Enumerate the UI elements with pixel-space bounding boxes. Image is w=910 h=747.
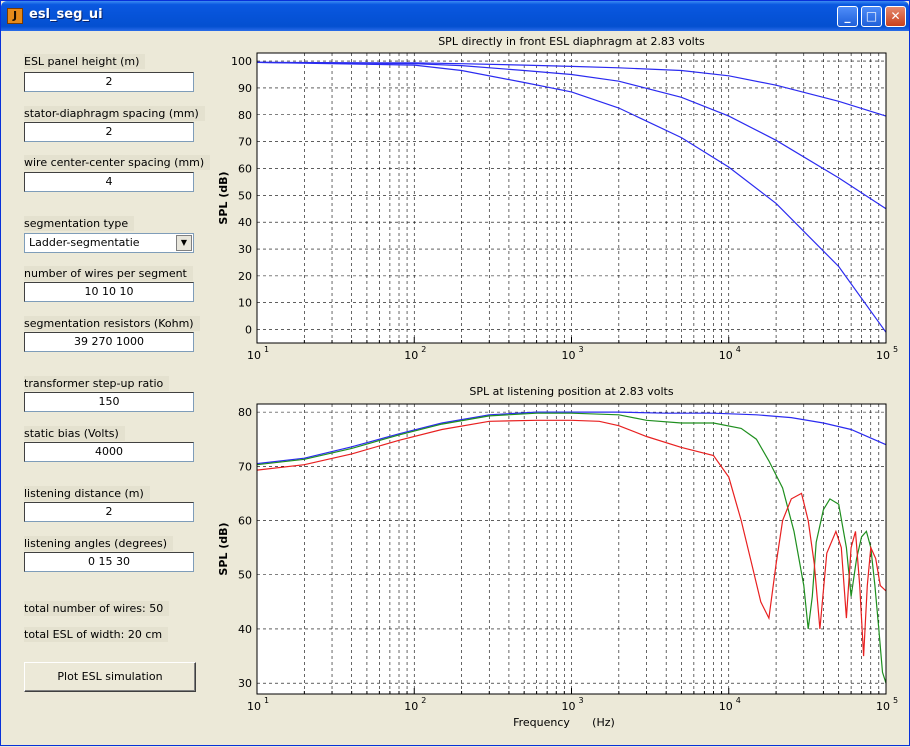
wire-spacing-label: wire center-center spacing (mm) — [24, 155, 211, 170]
matlab-icon: J — [7, 8, 23, 24]
spacing-input[interactable]: 2 — [24, 122, 194, 142]
angles-label: listening angles (degrees) — [24, 536, 174, 551]
panel-height-input[interactable]: 2 — [24, 72, 194, 92]
seg-type-value: Ladder-segmentatie — [29, 236, 140, 249]
distance-input[interactable]: 2 — [24, 502, 194, 522]
angles-input[interactable]: 0 15 30 — [24, 552, 194, 572]
total-width-text: total ESL of width: 20 cm — [24, 627, 169, 642]
chevron-down-icon[interactable]: ▼ — [176, 235, 192, 251]
plot-simulation-button[interactable]: Plot ESL simulation — [24, 662, 196, 692]
seg-type-label: segmentation type — [24, 216, 135, 231]
spacing-label: stator-diaphragm spacing (mm) — [24, 106, 205, 121]
wire-spacing-input[interactable]: 4 — [24, 172, 194, 192]
client-area: ESL panel height (m) 2 stator-diaphragm … — [4, 31, 906, 743]
bias-input[interactable]: 4000 — [24, 442, 194, 462]
resistors-input[interactable]: 39 270 1000 — [24, 332, 194, 352]
minimize-button[interactable]: _ — [837, 6, 858, 27]
title-bar[interactable]: J esl_seg_ui _ □ ✕ — [1, 1, 909, 31]
seg-type-select[interactable]: Ladder-segmentatie ▼ — [24, 233, 194, 253]
window-title: esl_seg_ui — [29, 7, 103, 22]
wires-per-segment-input[interactable]: 10 10 10 — [24, 282, 194, 302]
distance-label: listening distance (m) — [24, 486, 150, 501]
maximize-button[interactable]: □ — [861, 6, 882, 27]
bias-label: static bias (Volts) — [24, 426, 125, 441]
close-button[interactable]: ✕ — [885, 6, 906, 27]
wires-per-segment-label: number of wires per segment — [24, 266, 193, 281]
stepup-input[interactable]: 150 — [24, 392, 194, 412]
total-wires-text: total number of wires: 50 — [24, 601, 170, 616]
panel-height-label: ESL panel height (m) — [24, 54, 146, 69]
resistors-label: segmentation resistors (Kohm) — [24, 316, 200, 331]
stepup-label: transformer step-up ratio — [24, 376, 170, 391]
